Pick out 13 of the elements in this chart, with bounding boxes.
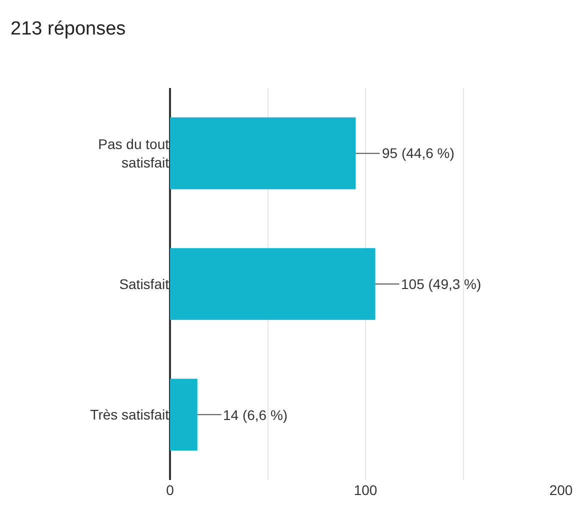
data-label: 105 (49,3 %): [401, 276, 482, 292]
y-tick-label: Pas du tout satisfait: [98, 136, 170, 170]
bar: [170, 378, 198, 451]
y-tick-label: Très satisfait: [90, 406, 170, 423]
chart-title: 213 réponses: [10, 18, 126, 40]
x-tick-label: 0: [166, 482, 174, 498]
data-label: 14 (6,6 %): [223, 407, 288, 423]
data-label: 95 (44,6 %): [382, 145, 454, 161]
bar: [170, 117, 356, 190]
bar: [170, 248, 376, 320]
x-tick-label: 200: [549, 482, 573, 498]
y-tick-label: Satisfait: [119, 276, 170, 292]
x-tick-label: 100: [354, 482, 378, 498]
